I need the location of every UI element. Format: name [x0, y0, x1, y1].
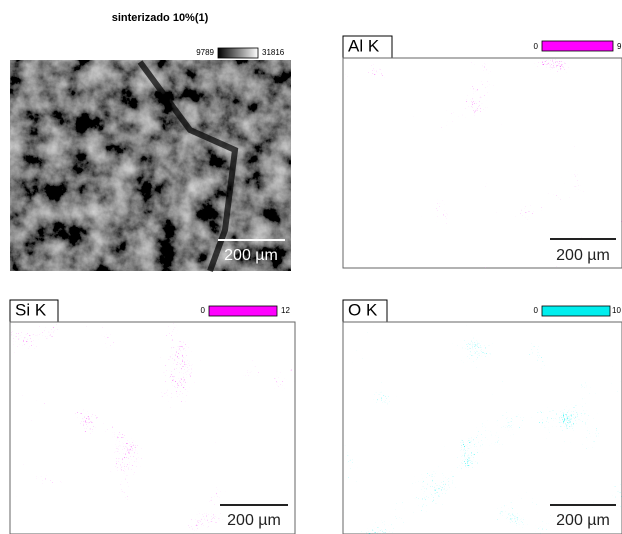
scale-max: 9: [617, 42, 622, 51]
color-scale: [542, 41, 613, 51]
scale-min: 0: [534, 306, 539, 315]
scale-max: 12: [281, 306, 290, 315]
si-map: [11, 323, 295, 534]
scale-min: 0: [201, 306, 206, 315]
o-map: [344, 323, 622, 534]
color-scale: [209, 306, 277, 316]
page: EDS maps body { margin: 0; width: 622px;…: [0, 0, 622, 534]
scale-bar-label: 200 µm: [224, 247, 278, 264]
scale-bar-label: 200 µm: [556, 512, 610, 529]
scale-max: 10: [612, 306, 621, 315]
page-body: {"title": "sinterizado 10%(1)", "panels"…: [0, 0, 622, 534]
scale-min: 0: [534, 42, 539, 51]
color-scale: [542, 306, 610, 316]
map-label: Al K: [348, 36, 380, 55]
figure-title: sinterizado 10%(1): [112, 12, 209, 24]
figure: sinterizado 10%(1) 9789 31816 200 µm Al …: [0, 0, 622, 534]
scale-max: 31816: [262, 48, 285, 57]
al-map: [344, 59, 622, 268]
scale-min: 9789: [196, 48, 214, 57]
map-label: O K: [348, 300, 378, 319]
scale-bar-label: 200 µm: [227, 512, 281, 529]
gray-scale: [218, 48, 258, 58]
scale-bar-label: 200 µm: [556, 247, 610, 264]
map-label: Si K: [15, 300, 47, 319]
